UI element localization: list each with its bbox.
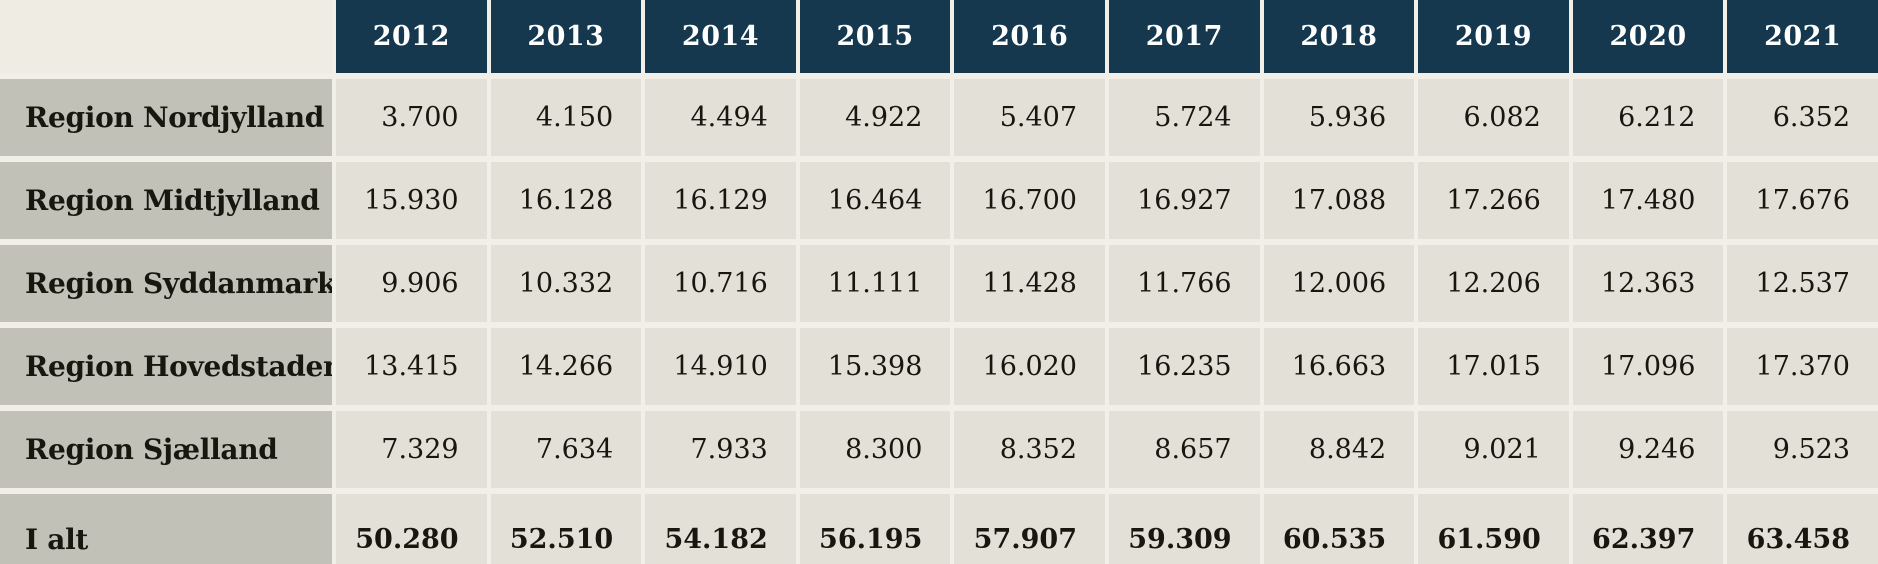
value-cell: 3.700 bbox=[336, 79, 487, 156]
value-cell: 16.700 bbox=[954, 162, 1105, 239]
value-cell: 7.329 bbox=[336, 411, 487, 488]
value-cell: 16.927 bbox=[1109, 162, 1260, 239]
value-cell: 16.235 bbox=[1109, 328, 1260, 405]
value-cell: 15.930 bbox=[336, 162, 487, 239]
year-header-cell-2014: 2014 bbox=[645, 0, 796, 73]
value-cell: 16.129 bbox=[645, 162, 796, 239]
value-cell: 12.206 bbox=[1418, 245, 1569, 322]
value-cell: 7.634 bbox=[490, 411, 642, 488]
row-label-cell: Region Sjælland bbox=[0, 411, 332, 488]
row-label-cell: Region Midtjylland bbox=[0, 162, 332, 239]
value-cell: 17.480 bbox=[1572, 162, 1724, 239]
value-cell: 8.352 bbox=[954, 411, 1105, 488]
value-cell: 16.464 bbox=[799, 162, 951, 239]
value-cell: 10.716 bbox=[645, 245, 796, 322]
value-cell: 4.922 bbox=[799, 79, 951, 156]
value-cell: 8.842 bbox=[1263, 411, 1415, 488]
year-header-cell-2019: 2019 bbox=[1418, 0, 1569, 73]
value-cell: 52.510 bbox=[490, 494, 642, 564]
row-label-cell: I alt bbox=[0, 494, 332, 564]
row-label-cell: Region Syddanmark bbox=[0, 245, 332, 322]
value-cell: 6.212 bbox=[1572, 79, 1724, 156]
value-cell: 12.363 bbox=[1572, 245, 1724, 322]
value-cell: 17.015 bbox=[1418, 328, 1569, 405]
year-header-cell-2012: 2012 bbox=[336, 0, 487, 73]
value-cell: 8.300 bbox=[799, 411, 951, 488]
year-header-cell-2016: 2016 bbox=[954, 0, 1105, 73]
year-header-cell-2018: 2018 bbox=[1263, 0, 1415, 73]
year-header-cell-2017: 2017 bbox=[1109, 0, 1260, 73]
value-cell: 12.006 bbox=[1263, 245, 1415, 322]
value-cell: 5.936 bbox=[1263, 79, 1415, 156]
value-cell: 16.663 bbox=[1263, 328, 1415, 405]
value-cell: 11.766 bbox=[1109, 245, 1260, 322]
value-cell: 17.266 bbox=[1418, 162, 1569, 239]
value-cell: 15.398 bbox=[799, 328, 951, 405]
value-cell: 9.021 bbox=[1418, 411, 1569, 488]
value-cell: 11.428 bbox=[954, 245, 1105, 322]
row-label-cell: Region Nordjylland bbox=[0, 79, 332, 156]
row-label-cell: Region Hovedstaden bbox=[0, 328, 332, 405]
value-cell: 17.088 bbox=[1263, 162, 1415, 239]
value-cell: 60.535 bbox=[1263, 494, 1415, 564]
corner-cell bbox=[0, 0, 332, 73]
value-cell: 59.309 bbox=[1109, 494, 1260, 564]
value-cell: 62.397 bbox=[1572, 494, 1724, 564]
value-cell: 4.494 bbox=[645, 79, 796, 156]
value-cell: 54.182 bbox=[645, 494, 796, 564]
value-cell: 57.907 bbox=[954, 494, 1105, 564]
value-cell: 16.020 bbox=[954, 328, 1105, 405]
value-cell: 11.111 bbox=[799, 245, 951, 322]
year-header-cell-2020: 2020 bbox=[1572, 0, 1724, 73]
value-cell: 8.657 bbox=[1109, 411, 1260, 488]
value-cell: 9.523 bbox=[1727, 411, 1878, 488]
value-cell: 63.458 bbox=[1727, 494, 1878, 564]
year-header-cell-2013: 2013 bbox=[490, 0, 642, 73]
value-cell: 9.906 bbox=[336, 245, 487, 322]
value-cell: 12.537 bbox=[1727, 245, 1878, 322]
value-cell: 50.280 bbox=[336, 494, 487, 564]
value-cell: 14.910 bbox=[645, 328, 796, 405]
value-cell: 17.370 bbox=[1727, 328, 1878, 405]
value-cell: 6.352 bbox=[1727, 79, 1878, 156]
value-cell: 6.082 bbox=[1418, 79, 1569, 156]
value-cell: 5.407 bbox=[954, 79, 1105, 156]
value-cell: 7.933 bbox=[645, 411, 796, 488]
value-cell: 13.415 bbox=[336, 328, 487, 405]
year-header-cell-2021: 2021 bbox=[1727, 0, 1878, 73]
value-cell: 4.150 bbox=[490, 79, 642, 156]
value-cell: 14.266 bbox=[490, 328, 642, 405]
year-header-cell-2015: 2015 bbox=[799, 0, 951, 73]
value-cell: 16.128 bbox=[490, 162, 642, 239]
value-cell: 5.724 bbox=[1109, 79, 1260, 156]
value-cell: 9.246 bbox=[1572, 411, 1724, 488]
value-cell: 56.195 bbox=[799, 494, 951, 564]
value-cell: 17.096 bbox=[1572, 328, 1724, 405]
value-cell: 17.676 bbox=[1727, 162, 1878, 239]
value-cell: 10.332 bbox=[490, 245, 642, 322]
value-cell: 61.590 bbox=[1418, 494, 1569, 564]
